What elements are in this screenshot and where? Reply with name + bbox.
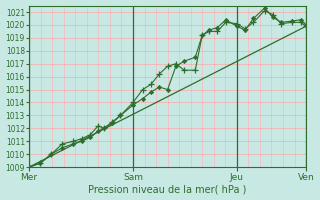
X-axis label: Pression niveau de la mer( hPa ): Pression niveau de la mer( hPa ) xyxy=(88,184,247,194)
